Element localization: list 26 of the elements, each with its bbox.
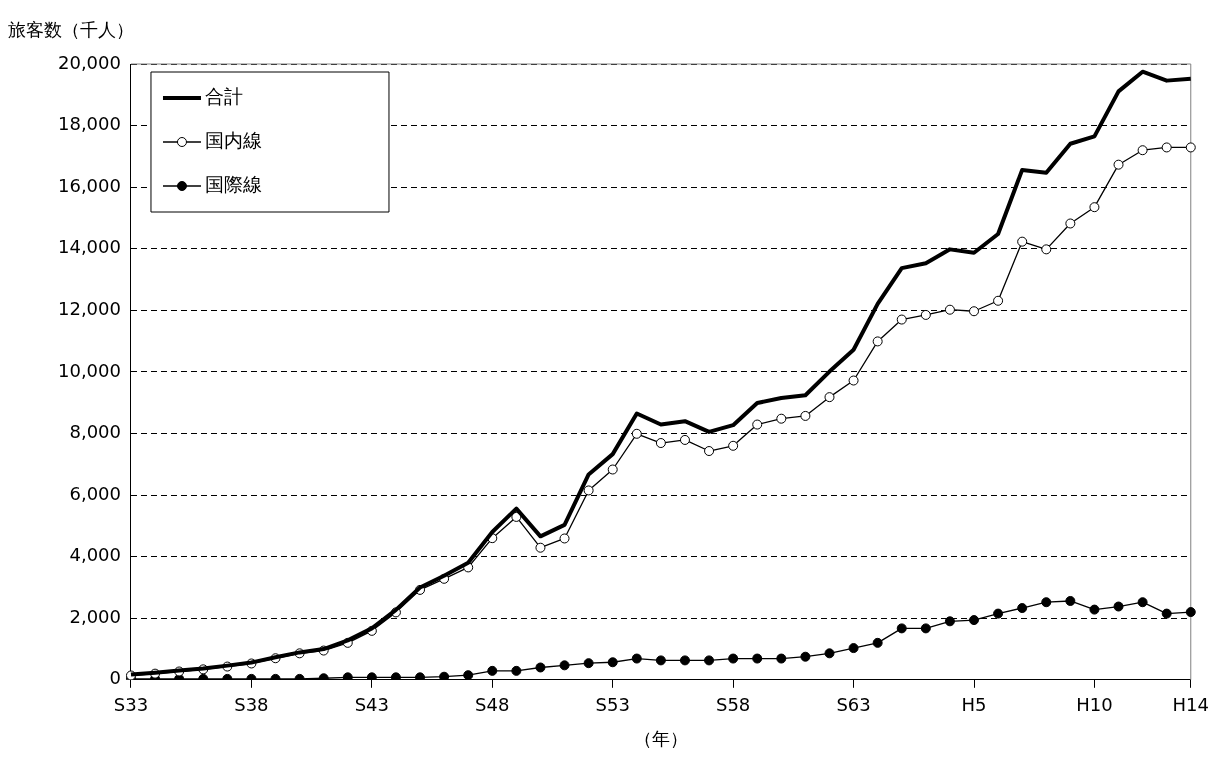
y-tick-label: 14,000: [58, 236, 121, 258]
legend-label: 合計: [204, 84, 243, 107]
x-tick-label: S53: [595, 694, 630, 716]
x-tick-label: H10: [1076, 694, 1113, 716]
y-tick-label: 8,000: [69, 421, 121, 443]
x-tick-label: S33: [113, 694, 149, 716]
x-tick-label: S58: [715, 694, 751, 716]
x-tick-label: S63: [836, 694, 871, 716]
y-tick-label: 6,000: [69, 482, 121, 504]
x-tick-label: S38: [234, 694, 269, 716]
y-tick-label: 12,000: [58, 297, 121, 319]
y-tick-label: 10,000: [58, 359, 121, 381]
x-tick-label: S43: [354, 694, 390, 716]
y-tick-label: 4,000: [69, 544, 121, 566]
y-axis-title: 旅客数（千人）: [8, 18, 134, 40]
x-tick-label: H5: [961, 694, 987, 716]
y-tick-label: 2,000: [69, 605, 121, 627]
x-axis-title: （年）: [633, 727, 688, 749]
x-tick-label: S48: [475, 694, 510, 716]
x-tick-label: H14: [1172, 694, 1210, 716]
y-tick-label: 0: [109, 667, 121, 689]
legend-label: 国内線: [204, 128, 262, 151]
y-tick-label: 18,000: [58, 113, 121, 135]
legend-label: 国際線: [204, 172, 262, 195]
y-tick-label: 16,000: [58, 174, 121, 196]
y-tick-label: 20,000: [58, 51, 121, 73]
